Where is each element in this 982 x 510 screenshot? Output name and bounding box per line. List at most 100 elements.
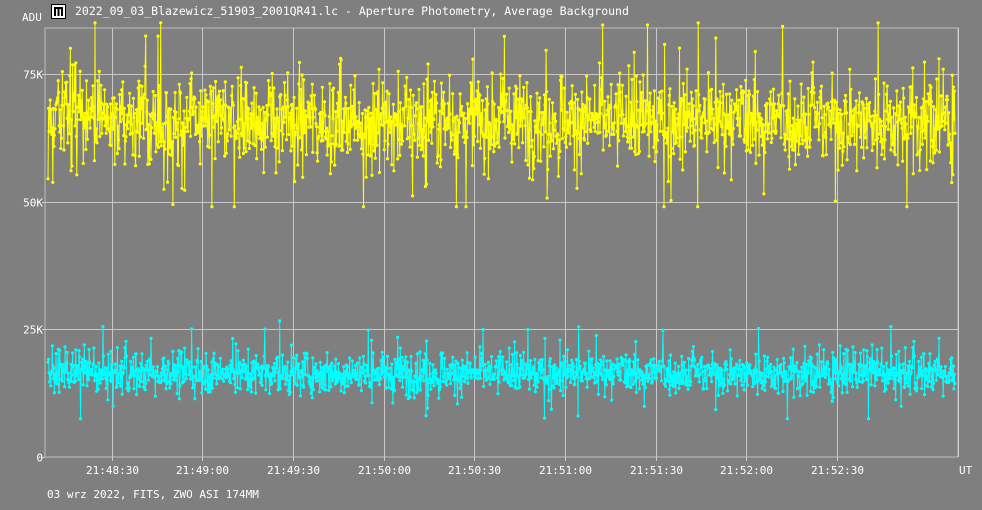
data-point	[484, 97, 488, 101]
data-point	[218, 356, 222, 360]
data-point	[174, 135, 178, 139]
data-point	[642, 129, 646, 133]
data-point	[429, 130, 433, 134]
data-point	[880, 379, 885, 383]
data-point	[415, 391, 419, 395]
data-point	[608, 359, 612, 363]
data-point	[546, 378, 550, 383]
data-point	[830, 71, 834, 75]
data-point	[467, 371, 471, 375]
data-point	[134, 352, 138, 356]
data-point	[878, 367, 882, 371]
data-point	[642, 404, 646, 408]
data-point	[478, 146, 482, 150]
data-point	[627, 136, 631, 140]
data-point	[113, 362, 117, 366]
data-point	[424, 339, 429, 343]
data-point	[191, 374, 195, 378]
data-point	[318, 130, 322, 134]
data-point	[250, 378, 255, 382]
data-point	[701, 387, 706, 391]
data-point	[197, 127, 201, 131]
data-point	[265, 135, 269, 139]
data-point	[546, 140, 550, 144]
data-point	[720, 133, 724, 137]
data-point	[560, 75, 564, 79]
data-point	[839, 377, 843, 381]
data-point	[906, 384, 911, 388]
data-point	[737, 98, 741, 102]
data-point	[391, 375, 395, 380]
data-point	[325, 126, 329, 130]
data-point	[722, 377, 726, 381]
data-point	[210, 360, 214, 364]
data-point	[422, 82, 426, 86]
data-point	[208, 133, 212, 137]
data-point	[256, 115, 260, 120]
data-point	[471, 57, 475, 61]
data-point	[801, 365, 806, 369]
data-point	[521, 141, 525, 145]
data-point	[238, 117, 242, 121]
data-point	[245, 370, 249, 375]
data-point	[336, 114, 340, 119]
data-point	[456, 118, 461, 122]
data-point	[631, 369, 635, 373]
data-point	[600, 374, 604, 378]
data-point	[76, 93, 81, 97]
data-point	[655, 150, 659, 154]
data-point	[530, 145, 534, 149]
data-point	[183, 130, 187, 134]
data-point	[254, 391, 258, 395]
data-point	[768, 97, 772, 101]
data-point	[775, 357, 779, 362]
data-point	[453, 393, 457, 398]
data-point	[940, 371, 944, 375]
data-point	[502, 34, 506, 39]
data-point	[436, 154, 440, 158]
data-point	[854, 99, 858, 103]
data-point	[736, 104, 740, 108]
data-point	[868, 360, 872, 364]
data-point	[363, 374, 367, 378]
data-point	[667, 93, 672, 98]
data-point	[200, 109, 204, 114]
data-point	[168, 386, 172, 390]
data-point	[771, 382, 776, 386]
data-point	[675, 380, 680, 384]
data-point	[624, 130, 628, 134]
data-point	[442, 90, 446, 94]
data-point	[922, 60, 927, 64]
data-point	[565, 110, 569, 114]
data-point	[925, 377, 929, 381]
data-point	[491, 135, 495, 139]
data-point	[952, 117, 956, 121]
data-point	[682, 123, 686, 127]
data-point	[445, 383, 449, 387]
data-point	[165, 381, 169, 386]
data-point	[135, 119, 139, 124]
data-point	[142, 96, 146, 100]
data-point	[152, 131, 156, 135]
data-point	[764, 374, 768, 378]
data-point	[710, 380, 714, 384]
data-point	[887, 374, 891, 378]
data-point	[735, 394, 739, 398]
data-point	[389, 115, 393, 119]
data-point	[415, 107, 419, 111]
data-point	[712, 366, 716, 370]
data-point	[451, 355, 455, 359]
data-point	[284, 115, 288, 119]
data-point	[158, 128, 162, 132]
data-point	[619, 378, 623, 382]
data-point	[421, 358, 425, 362]
data-point	[415, 352, 419, 356]
data-point	[557, 368, 561, 372]
data-point	[372, 149, 376, 153]
data-point	[61, 104, 65, 108]
data-point	[56, 96, 60, 100]
data-point	[416, 122, 421, 126]
data-point	[831, 121, 835, 125]
data-point	[163, 147, 167, 151]
